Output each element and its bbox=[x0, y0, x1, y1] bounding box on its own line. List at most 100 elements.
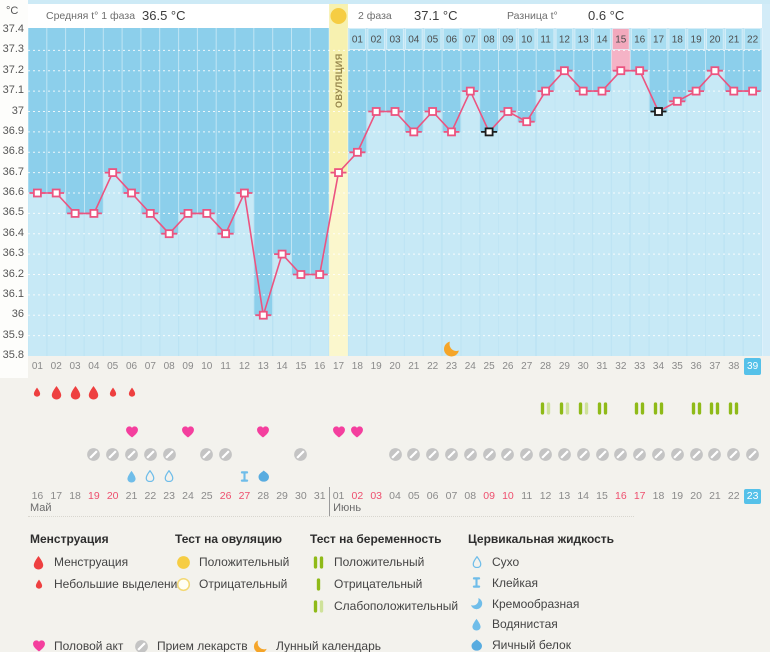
cycle-day-cell[interactable]: 05 bbox=[107, 361, 119, 372]
calendar-date-cell[interactable]: 19 bbox=[671, 490, 684, 502]
pregnancy-test-positive-icon[interactable] bbox=[650, 400, 666, 416]
calendar-date-cell[interactable]: 23 bbox=[744, 489, 761, 504]
calendar-date-cell[interactable]: 04 bbox=[389, 490, 401, 502]
cycle-day-cell[interactable]: 38 bbox=[728, 361, 740, 372]
cervical-dry-icon[interactable] bbox=[161, 468, 177, 484]
temperature-plot[interactable]: 01 02 03 04 05 06 07 08 09 10 11 12 13 14 15 16 17 18 19 20… bbox=[28, 4, 770, 357]
calendar-date-cell[interactable]: 24 bbox=[182, 490, 194, 502]
cycle-day-cell[interactable]: 18 bbox=[351, 361, 363, 372]
medication-icon[interactable] bbox=[425, 446, 441, 462]
cycle-day-cell[interactable]: 21 bbox=[408, 361, 420, 372]
calendar-date-cell[interactable]: 16 bbox=[31, 490, 44, 502]
cycle-day-cell[interactable]: 31 bbox=[596, 361, 608, 372]
temperature-point[interactable] bbox=[409, 127, 419, 137]
calendar-date-cell[interactable]: 21 bbox=[709, 490, 721, 502]
calendar-date-cell[interactable]: 18 bbox=[69, 490, 81, 502]
cycle-day-cell[interactable]: 26 bbox=[502, 361, 514, 372]
temperature-point[interactable] bbox=[258, 310, 268, 320]
pregnancy-test-weak-icon[interactable] bbox=[575, 400, 591, 416]
medication-icon[interactable] bbox=[387, 446, 403, 462]
phase2-day-cell[interactable]: 04 bbox=[408, 35, 420, 46]
temperature-point[interactable] bbox=[164, 229, 174, 239]
phase2-day-cell[interactable]: 22 bbox=[747, 35, 759, 46]
menstruation-heavy-icon[interactable] bbox=[67, 384, 83, 400]
pregnancy-test-positive-icon[interactable] bbox=[688, 400, 704, 416]
cycle-day-cell[interactable]: 23 bbox=[445, 361, 458, 372]
temperature-point[interactable] bbox=[371, 107, 381, 116]
cervical-watery-icon[interactable] bbox=[124, 468, 140, 484]
calendar-date-cell[interactable]: 16 bbox=[614, 490, 627, 502]
temperature-point[interactable] bbox=[541, 86, 550, 96]
medication-icon[interactable] bbox=[575, 446, 591, 462]
temperature-point[interactable] bbox=[560, 66, 569, 76]
phase2-day-cell[interactable]: 02 bbox=[371, 35, 383, 46]
menstruation-light-icon[interactable] bbox=[29, 384, 45, 400]
calendar-date-cell[interactable]: 17 bbox=[633, 490, 646, 502]
temperature-point[interactable] bbox=[108, 168, 118, 178]
calendar-date-cell[interactable]: 07 bbox=[445, 490, 458, 502]
calendar-date-cell[interactable]: 20 bbox=[106, 490, 119, 502]
calendar-date-cell[interactable]: 10 bbox=[502, 490, 514, 502]
phase2-day-cell[interactable]: 08 bbox=[484, 35, 496, 46]
phase2-day-cell[interactable]: 11 bbox=[540, 35, 551, 46]
temperature-point[interactable] bbox=[729, 86, 739, 96]
menstruation-light-icon[interactable] bbox=[105, 384, 121, 400]
temperature-point[interactable] bbox=[654, 107, 663, 116]
calendar-date-cell[interactable]: 03 bbox=[370, 490, 383, 502]
cycle-day-cell[interactable]: 08 bbox=[163, 361, 175, 372]
cycle-day-cell[interactable]: 13 bbox=[257, 361, 269, 372]
phase2-day-cell[interactable]: 13 bbox=[578, 35, 590, 46]
cycle-day-cell[interactable]: 02 bbox=[50, 361, 62, 372]
temperature-point[interactable] bbox=[127, 188, 136, 198]
calendar-date-cell[interactable]: 28 bbox=[257, 490, 270, 502]
cycle-day-cell[interactable]: 27 bbox=[521, 361, 533, 372]
phase2-day-cell[interactable]: 21 bbox=[728, 35, 740, 46]
cycle-day-cell[interactable]: 24 bbox=[464, 361, 476, 372]
cycle-day-cell[interactable]: 25 bbox=[483, 361, 495, 372]
cycle-day-cell[interactable]: 01 bbox=[31, 361, 43, 372]
medication-icon[interactable] bbox=[726, 446, 742, 462]
calendar-date-cell[interactable]: 29 bbox=[276, 490, 288, 502]
cycle-day-cell[interactable]: 29 bbox=[558, 361, 570, 372]
medication-icon[interactable] bbox=[218, 446, 234, 462]
calendar-date-cell[interactable]: 08 bbox=[464, 490, 477, 502]
medication-icon[interactable] bbox=[613, 446, 629, 462]
temperature-point[interactable] bbox=[51, 188, 61, 198]
cycle-day-cell[interactable]: 35 bbox=[671, 361, 683, 372]
cycle-day-cell[interactable]: 20 bbox=[389, 361, 401, 372]
cycle-day-cell[interactable]: 22 bbox=[427, 361, 439, 372]
temperature-point[interactable] bbox=[503, 107, 513, 116]
phase2-day-cell[interactable]: 05 bbox=[427, 35, 439, 46]
pregnancy-test-positive-icon[interactable] bbox=[707, 400, 723, 416]
temperature-point[interactable] bbox=[89, 208, 99, 218]
temperature-point[interactable] bbox=[597, 86, 607, 96]
cycle-day-cell[interactable]: 03 bbox=[69, 361, 81, 372]
medication-icon[interactable] bbox=[86, 446, 102, 462]
calendar-date-cell[interactable]: 30 bbox=[295, 490, 307, 502]
temperature-point[interactable] bbox=[33, 188, 42, 198]
pregnancy-test-positive-icon[interactable] bbox=[594, 400, 610, 416]
cycle-day-cell[interactable]: 12 bbox=[238, 361, 250, 372]
temperature-point[interactable] bbox=[183, 208, 193, 218]
calendar-date-cell[interactable]: 20 bbox=[690, 490, 702, 502]
medication-icon[interactable] bbox=[406, 446, 422, 462]
calendar-date-cell[interactable]: 06 bbox=[426, 490, 439, 502]
calendar-date-cell[interactable]: 09 bbox=[483, 490, 495, 502]
intercourse-heart-icon[interactable] bbox=[124, 424, 140, 440]
cycle-day-cell[interactable]: 19 bbox=[370, 361, 382, 372]
temperature-point[interactable] bbox=[710, 66, 720, 76]
medication-icon[interactable] bbox=[199, 446, 215, 462]
calendar-date-cell[interactable]: 02 bbox=[351, 490, 364, 502]
phase2-day-cell[interactable]: 12 bbox=[559, 35, 571, 46]
medication-icon[interactable] bbox=[142, 446, 158, 462]
cycle-day-cell[interactable]: 16 bbox=[314, 361, 326, 372]
cycle-day-cell[interactable]: 30 bbox=[577, 361, 589, 372]
calendar-date-cell[interactable]: 22 bbox=[727, 490, 740, 502]
calendar-date-cell[interactable]: 18 bbox=[652, 490, 665, 502]
temperature-point[interactable] bbox=[428, 107, 438, 116]
calendar-date-cell[interactable]: 13 bbox=[558, 490, 571, 502]
calendar-date-cell[interactable]: 19 bbox=[88, 490, 100, 502]
temperature-point[interactable] bbox=[522, 117, 532, 127]
medication-icon[interactable] bbox=[481, 446, 497, 462]
cycle-day-cell[interactable]: 34 bbox=[652, 361, 665, 372]
